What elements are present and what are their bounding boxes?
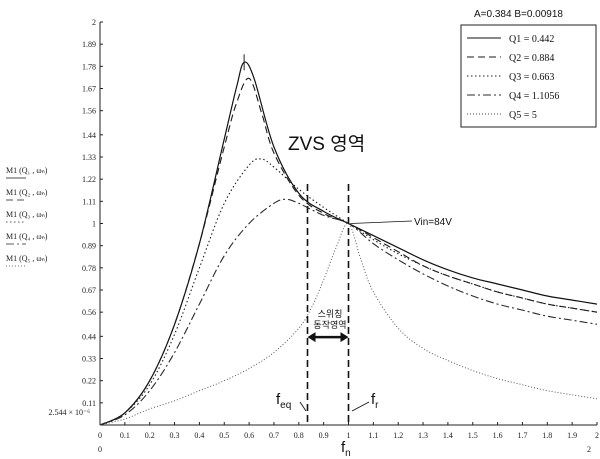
fr-leader — [351, 401, 370, 412]
y-axis-label: M1 (Q₂ , ωₙ) — [6, 188, 48, 197]
y-tick-label: 0.33 — [82, 355, 96, 364]
y-tick-label: 1.89 — [82, 40, 96, 49]
x-tick-label: 0.9 — [319, 431, 329, 440]
series-line-q4 — [99, 198, 598, 426]
y-axis-label: M1 (Q₃ , ωₙ) — [6, 210, 48, 219]
y-tick-label: 0.44 — [82, 332, 96, 341]
x-axis-label: fn — [341, 439, 351, 459]
x-tick-label: 0.6 — [244, 431, 254, 440]
x-tick-label: 0.1 — [120, 431, 130, 440]
y-tick-label: 1.22 — [82, 175, 96, 184]
zvs-region-label: ZVS 영역 — [288, 133, 365, 155]
y-tick-label: 1 — [92, 220, 96, 229]
y-tick-label: 0.56 — [82, 308, 96, 317]
x-tick-label: 1.3 — [418, 431, 428, 440]
switching-label-line1: 스위칭 — [318, 309, 343, 319]
switching-label-line2: 동작영역 — [313, 320, 346, 330]
switching-arrow-right — [340, 332, 349, 343]
x-tick-label: 0 — [98, 431, 102, 440]
y-min-label: 2.544 × 10⁻⁶ — [48, 408, 90, 417]
params-text: A=0.384 B=0.00918 — [474, 9, 563, 20]
fr-label: fr — [371, 391, 379, 411]
y-tick-label: 0.11 — [82, 399, 96, 408]
x-tick-label: 0.8 — [294, 431, 304, 440]
axes — [99, 21, 598, 426]
x-tick-label: 0.2 — [145, 431, 155, 440]
x-tick-label: 1.9 — [567, 431, 577, 440]
series-line-q2 — [99, 77, 598, 426]
series-layer — [99, 61, 598, 426]
y-tick-label: 0.67 — [82, 286, 96, 295]
y-tick-label: 0.89 — [82, 242, 96, 251]
x-tick-label: 1.7 — [517, 431, 527, 440]
x-tick-label: 2 — [595, 431, 599, 440]
x-tick-label: 1.8 — [542, 431, 552, 440]
feq-leader — [299, 401, 307, 412]
x-axis-end-label: 2 — [587, 445, 591, 454]
x-tick-label: 1.4 — [443, 431, 453, 440]
y-axis-label: M1 (Q₅ , ωₙ) — [6, 254, 48, 263]
vertical-markers — [243, 54, 350, 425]
y-tick-label: 1.11 — [82, 197, 96, 206]
feq-label: feq — [276, 391, 291, 411]
y-tick-label: 1.44 — [82, 131, 96, 140]
vin-leader-line — [350, 220, 413, 224]
x-tick-label: 0.3 — [170, 431, 180, 440]
switching-arrow-left — [307, 332, 316, 343]
y-tick-label: 0.78 — [82, 264, 96, 273]
y-tick-label: 1.56 — [82, 107, 96, 116]
legend-label-q2: Q2 = 0.884 — [509, 53, 554, 64]
feq-subscript: eq — [280, 400, 291, 411]
series-line-q1 — [99, 61, 598, 426]
x-tick-label: 0.4 — [194, 431, 204, 440]
x-tick-label: 1.6 — [493, 431, 503, 440]
x-tick-label: 1.2 — [393, 431, 403, 440]
series-line-q5 — [99, 223, 598, 426]
legend-label-q3: Q3 = 0.663 — [509, 72, 554, 83]
annotations: M1 (Q₁ , ωₙ) M1 (Q₂ , ωₙ) M1 (Q₃ , ωₙ) M1 (… — [6, 133, 452, 459]
y-tick-label: 1.78 — [82, 62, 96, 71]
y-axis-label: M1 (Q₄ , ωₙ) — [6, 232, 48, 241]
y-tick-label: 2 — [92, 18, 96, 27]
x-tick-label: 0.7 — [269, 431, 279, 440]
x-tick-label: 1.5 — [468, 431, 478, 440]
x-tick-label: 1 — [347, 431, 351, 440]
y-tick-label: 1.67 — [82, 84, 96, 93]
y-tick-label: 0.22 — [82, 377, 96, 386]
x-tick-label: 0.5 — [219, 431, 229, 440]
x-tick-label: 1.1 — [368, 431, 378, 440]
x-axis-label-subscript: n — [345, 448, 351, 459]
vin-label: Vin=84V — [414, 217, 452, 228]
y-axis-label: M1 (Q₁ , ωₙ) — [6, 166, 48, 175]
legend-label-q4: Q4 = 1.1056 — [509, 91, 559, 102]
series-line-q3 — [99, 158, 598, 426]
legend-label-q1: Q1 = 0.442 — [509, 34, 554, 45]
legend-label-q5: Q5 = 5 — [509, 110, 537, 121]
x-axis-start-label: 0 — [98, 445, 102, 454]
legend: Q1 = 0.442 Q2 = 0.884 Q3 = 0.663 Q4 = 1.105… — [460, 24, 597, 128]
y-tick-label: 1.33 — [82, 153, 96, 162]
fr-subscript: r — [375, 400, 379, 411]
tick-labels: 21.891.781.671.561.441.331.221.1110.890.… — [48, 18, 599, 454]
